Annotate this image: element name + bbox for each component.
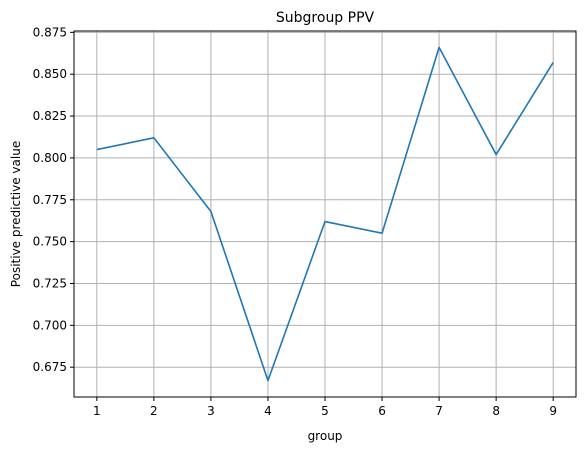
y-axis-label: Positive predictive value xyxy=(9,141,23,287)
x-tick-label: 7 xyxy=(435,404,443,418)
x-tick-label: 5 xyxy=(321,404,329,418)
y-tick-label: 0.775 xyxy=(33,193,67,207)
x-tick-label: 1 xyxy=(93,404,101,418)
series-line xyxy=(96,46,554,382)
y-tick-label: 0.800 xyxy=(33,151,67,165)
y-tick-label: 0.875 xyxy=(33,25,67,39)
x-tick-label: 9 xyxy=(549,404,557,418)
x-tick-label: 2 xyxy=(150,404,158,418)
x-tick-label: 3 xyxy=(207,404,215,418)
series-group xyxy=(96,46,554,382)
x-axis-label: group xyxy=(308,429,343,443)
y-axis-ticks: 0.675 0.700 0.725 0.750 0.775 0.800 0.825 0.850… xyxy=(33,25,74,374)
chart-title: Subgroup PPV xyxy=(276,10,375,26)
y-tick-label: 0.825 xyxy=(33,109,67,123)
grid-lines xyxy=(74,31,576,397)
x-tick-label: 8 xyxy=(492,404,500,418)
y-tick-label: 0.725 xyxy=(33,276,67,290)
x-axis-ticks: 1 2 3 4 5 6 7 8 9 xyxy=(93,397,557,418)
y-tick-label: 0.850 xyxy=(33,67,67,81)
y-tick-label: 0.750 xyxy=(33,235,67,249)
y-tick-label: 0.700 xyxy=(33,318,67,332)
x-tick-label: 6 xyxy=(378,404,386,418)
x-tick-label: 4 xyxy=(264,404,272,418)
y-tick-label: 0.675 xyxy=(33,360,67,374)
